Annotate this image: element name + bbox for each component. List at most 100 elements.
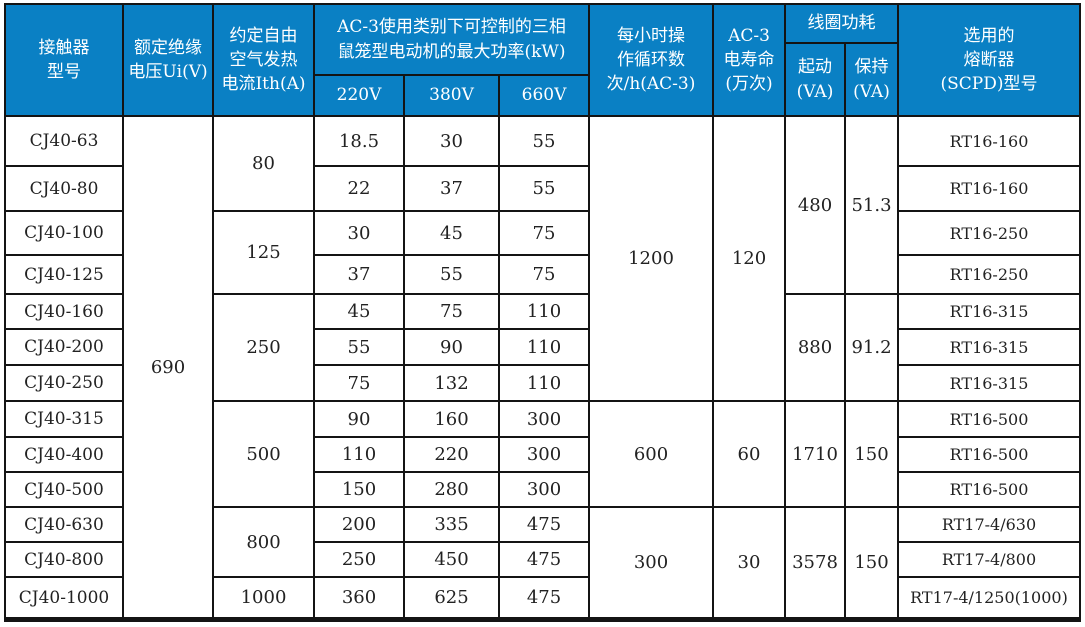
cell-cycles-300: 300 bbox=[590, 508, 712, 617]
cell-model-cj40-315: CJ40-315 bbox=[6, 402, 122, 436]
cell-cycles-600: 600 bbox=[590, 402, 712, 506]
cell-model-cj40-500: CJ40-500 bbox=[6, 473, 122, 506]
cell-fuse-r7: RT16-315 bbox=[899, 366, 1079, 400]
cell-model-cj40-63: CJ40-63 bbox=[6, 117, 122, 165]
cell-p660-r13: 475 bbox=[500, 578, 588, 617]
cell-fuse-r3: RT16-250 bbox=[899, 212, 1079, 254]
cell-fuse-r4: RT16-250 bbox=[899, 256, 1079, 293]
cell-p660-r1: 55 bbox=[500, 117, 588, 165]
cell-p380-r7: 132 bbox=[405, 366, 498, 400]
cell-p220-r12: 250 bbox=[315, 543, 403, 576]
header-thermal-current: 约定自由 空气发热 电流Ith(A) bbox=[214, 5, 313, 115]
header-contactor-model: 接触器 型号 bbox=[6, 5, 122, 115]
cell-model-cj40-630: CJ40-630 bbox=[6, 508, 122, 541]
cell-life-60: 60 bbox=[714, 402, 784, 506]
cell-model-cj40-100: CJ40-100 bbox=[6, 212, 122, 254]
cell-cycles-1200: 1200 bbox=[590, 117, 712, 400]
cell-p220-r11: 200 bbox=[315, 508, 403, 541]
cell-ith-80: 80 bbox=[214, 117, 313, 210]
cell-p660-r7: 110 bbox=[500, 366, 588, 400]
cell-p380-r4: 55 bbox=[405, 256, 498, 293]
cell-p220-r6: 55 bbox=[315, 330, 403, 364]
cell-fuse-r11: RT17-4/630 bbox=[899, 508, 1079, 541]
cell-p380-r11: 335 bbox=[405, 508, 498, 541]
cell-ith-125: 125 bbox=[214, 212, 313, 293]
cell-hold-150a: 150 bbox=[846, 402, 897, 506]
cell-fuse-r2: RT16-160 bbox=[899, 167, 1079, 210]
cell-p380-r5: 75 bbox=[405, 295, 498, 328]
cell-p660-r10: 300 bbox=[500, 473, 588, 506]
cell-hold-91-2: 91.2 bbox=[846, 295, 897, 400]
cell-p220-r4: 37 bbox=[315, 256, 403, 293]
cell-p380-r13: 625 bbox=[405, 578, 498, 617]
cell-p660-r8: 300 bbox=[500, 402, 588, 436]
cell-p660-r11: 475 bbox=[500, 508, 588, 541]
header-pickup-va: 起动 (VA) bbox=[786, 44, 844, 115]
cell-p380-r3: 45 bbox=[405, 212, 498, 254]
cell-fuse-r10: RT16-500 bbox=[899, 473, 1079, 506]
cell-p380-r1: 30 bbox=[405, 117, 498, 165]
cell-model-cj40-250: CJ40-250 bbox=[6, 366, 122, 400]
cell-model-cj40-80: CJ40-80 bbox=[6, 167, 122, 210]
cell-p220-r9: 110 bbox=[315, 438, 403, 471]
cell-p660-r5: 110 bbox=[500, 295, 588, 328]
cell-p220-r3: 30 bbox=[315, 212, 403, 254]
cell-fuse-r9: RT16-500 bbox=[899, 438, 1079, 471]
header-coil-power-group: 线圈功耗 bbox=[786, 5, 897, 42]
cell-p380-r6: 90 bbox=[405, 330, 498, 364]
cell-model-cj40-400: CJ40-400 bbox=[6, 438, 122, 471]
cell-fuse-r8: RT16-500 bbox=[899, 402, 1079, 436]
cell-p380-r10: 280 bbox=[405, 473, 498, 506]
cell-model-cj40-125: CJ40-125 bbox=[6, 256, 122, 293]
cell-model-cj40-160: CJ40-160 bbox=[6, 295, 122, 328]
cell-fuse-r13: RT17-4/1250(1000) bbox=[899, 578, 1079, 617]
cell-hold-150b: 150 bbox=[846, 508, 897, 617]
cell-hold-51-3: 51.3 bbox=[846, 117, 897, 293]
cell-p220-r1: 18.5 bbox=[315, 117, 403, 165]
header-380v: 380V bbox=[405, 76, 498, 115]
cell-model-cj40-200: CJ40-200 bbox=[6, 330, 122, 364]
cell-fuse-r12: RT17-4/800 bbox=[899, 543, 1079, 576]
cell-ith-1000: 1000 bbox=[214, 578, 313, 617]
cell-ith-250: 250 bbox=[214, 295, 313, 400]
cell-pickup-480: 480 bbox=[786, 117, 844, 293]
cell-life-120: 120 bbox=[714, 117, 784, 400]
header-electrical-life: AC-3 电寿命 (万次) bbox=[714, 5, 784, 115]
cell-p220-r10: 150 bbox=[315, 473, 403, 506]
cell-ith-500: 500 bbox=[214, 402, 313, 506]
cell-life-30: 30 bbox=[714, 508, 784, 617]
cell-fuse-r6: RT16-315 bbox=[899, 330, 1079, 364]
cell-p380-r12: 450 bbox=[405, 543, 498, 576]
cell-model-cj40-800: CJ40-800 bbox=[6, 543, 122, 576]
header-fuse-type: 选用的 熔断器 (SCPD)型号 bbox=[899, 5, 1079, 115]
cell-p380-r9: 220 bbox=[405, 438, 498, 471]
cell-p380-r8: 160 bbox=[405, 402, 498, 436]
contactor-spec-table: 接触器 型号 额定绝缘 电压Ui(V) 约定自由 空气发热 电流Ith(A) A… bbox=[4, 3, 1081, 622]
header-220v: 220V bbox=[315, 76, 403, 115]
header-cycles-per-hour: 每小时操 作循环数 次/h(AC-3) bbox=[590, 5, 712, 115]
cell-pickup-3578: 3578 bbox=[786, 508, 844, 617]
header-power-group: AC-3使用类别下可控制的三相 鼠笼型电动机的最大功率(kW) bbox=[315, 5, 588, 74]
cell-model-cj40-1000: CJ40-1000 bbox=[6, 578, 122, 617]
cell-p660-r9: 300 bbox=[500, 438, 588, 471]
cell-p660-r12: 475 bbox=[500, 543, 588, 576]
cell-p660-r3: 75 bbox=[500, 212, 588, 254]
cell-p380-r2: 37 bbox=[405, 167, 498, 210]
cell-pickup-880: 880 bbox=[786, 295, 844, 400]
cell-fuse-r1: RT16-160 bbox=[899, 117, 1079, 165]
cell-p660-r6: 110 bbox=[500, 330, 588, 364]
cell-p220-r8: 90 bbox=[315, 402, 403, 436]
cell-p220-r2: 22 bbox=[315, 167, 403, 210]
cell-voltage-690: 690 bbox=[124, 117, 212, 617]
cell-p660-r4: 75 bbox=[500, 256, 588, 293]
cell-fuse-r5: RT16-315 bbox=[899, 295, 1079, 328]
cell-p220-r13: 360 bbox=[315, 578, 403, 617]
cell-p220-r7: 75 bbox=[315, 366, 403, 400]
cell-p220-r5: 45 bbox=[315, 295, 403, 328]
cell-p660-r2: 55 bbox=[500, 167, 588, 210]
cell-pickup-1710: 1710 bbox=[786, 402, 844, 506]
header-hold-va: 保持 (VA) bbox=[846, 44, 897, 115]
cell-ith-800: 800 bbox=[214, 508, 313, 576]
header-660v: 660V bbox=[500, 76, 588, 115]
header-rated-voltage: 额定绝缘 电压Ui(V) bbox=[124, 5, 212, 115]
